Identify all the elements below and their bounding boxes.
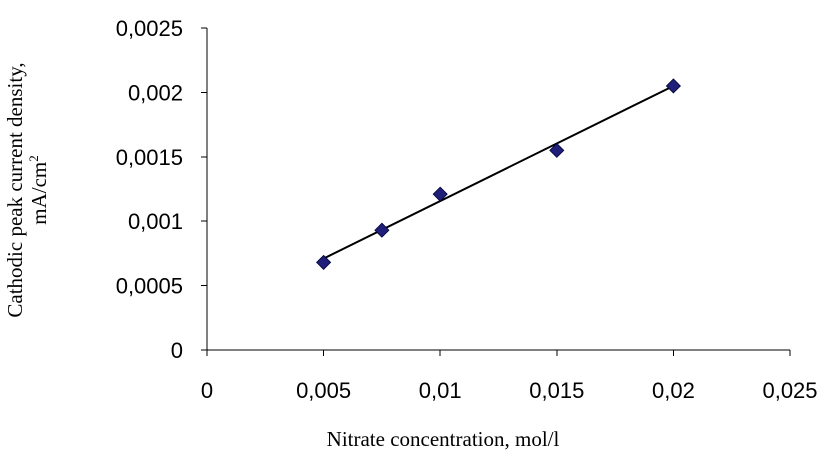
linear-trendline	[323, 85, 674, 260]
y-tick-label: 0,0005	[116, 274, 183, 299]
x-tick-label: 0,005	[296, 378, 351, 403]
x-tick-label: 0,01	[419, 378, 462, 403]
data-point-diamond	[432, 186, 448, 202]
data-point-diamond	[316, 254, 332, 270]
ticks: 0 0,0005 0,001 0,0015 0,002 0,0025 0 0,005 0,01 0…	[116, 16, 818, 403]
x-tick-label: 0,02	[652, 378, 695, 403]
axes	[206, 28, 790, 351]
y-axis-title-line1: Cathodic peak current density,	[3, 62, 27, 317]
y-tick-label: 0,001	[128, 209, 183, 234]
x-axis-title: Nitrate concentration, mol/l	[327, 427, 560, 451]
svg-text:Cathodic peak current density,: Cathodic peak current density,	[3, 62, 27, 317]
y-tick-label: 0,0025	[116, 16, 183, 41]
y-axis-title: Cathodic peak current density, mA/cm2	[3, 62, 51, 317]
data-point-diamond	[374, 222, 390, 238]
y-axis-title-superscript: 2	[26, 155, 41, 162]
y-tick-label: 0,0015	[116, 145, 183, 170]
x-tick-label: 0	[201, 378, 213, 403]
data-point-diamond	[665, 78, 681, 94]
y-axis-title-line2: mA/cm	[27, 162, 51, 225]
y-tick-label: 0,002	[128, 80, 183, 105]
data-points	[316, 78, 681, 270]
data-point-diamond	[549, 142, 565, 158]
y-tick-label: 0	[171, 338, 183, 363]
trendline-group	[323, 85, 674, 260]
x-tick-label: 0,015	[529, 378, 584, 403]
x-tick-label: 0,025	[762, 378, 817, 403]
svg-text:mA/cm2: mA/cm2	[26, 155, 51, 225]
